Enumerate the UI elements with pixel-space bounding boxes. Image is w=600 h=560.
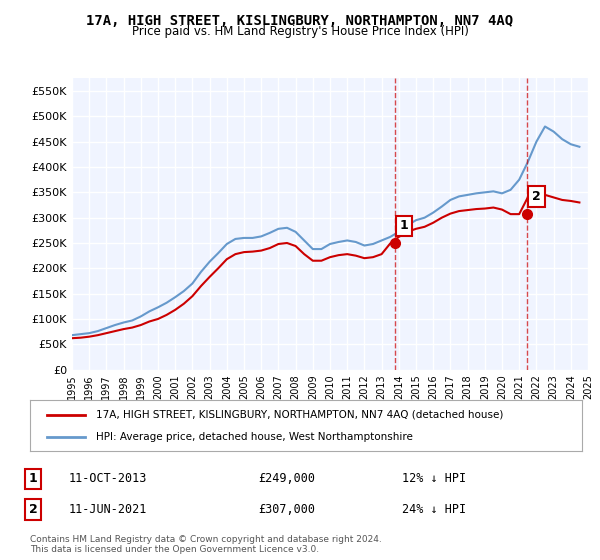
Text: 17A, HIGH STREET, KISLINGBURY, NORTHAMPTON, NN7 4AQ (detached house): 17A, HIGH STREET, KISLINGBURY, NORTHAMPT… <box>96 409 503 419</box>
Text: 1: 1 <box>400 220 409 232</box>
Text: 11-OCT-2013: 11-OCT-2013 <box>69 472 148 486</box>
Text: 17A, HIGH STREET, KISLINGBURY, NORTHAMPTON, NN7 4AQ: 17A, HIGH STREET, KISLINGBURY, NORTHAMPT… <box>86 14 514 28</box>
Text: £307,000: £307,000 <box>258 503 315 516</box>
Text: 1: 1 <box>29 472 37 486</box>
Text: £249,000: £249,000 <box>258 472 315 486</box>
Text: Price paid vs. HM Land Registry's House Price Index (HPI): Price paid vs. HM Land Registry's House … <box>131 25 469 38</box>
Text: Contains HM Land Registry data © Crown copyright and database right 2024.
This d: Contains HM Land Registry data © Crown c… <box>30 535 382 554</box>
Text: 11-JUN-2021: 11-JUN-2021 <box>69 503 148 516</box>
Text: 2: 2 <box>29 503 37 516</box>
Text: 24% ↓ HPI: 24% ↓ HPI <box>402 503 466 516</box>
Text: 2: 2 <box>532 190 541 203</box>
Text: HPI: Average price, detached house, West Northamptonshire: HPI: Average price, detached house, West… <box>96 432 413 442</box>
Text: 12% ↓ HPI: 12% ↓ HPI <box>402 472 466 486</box>
